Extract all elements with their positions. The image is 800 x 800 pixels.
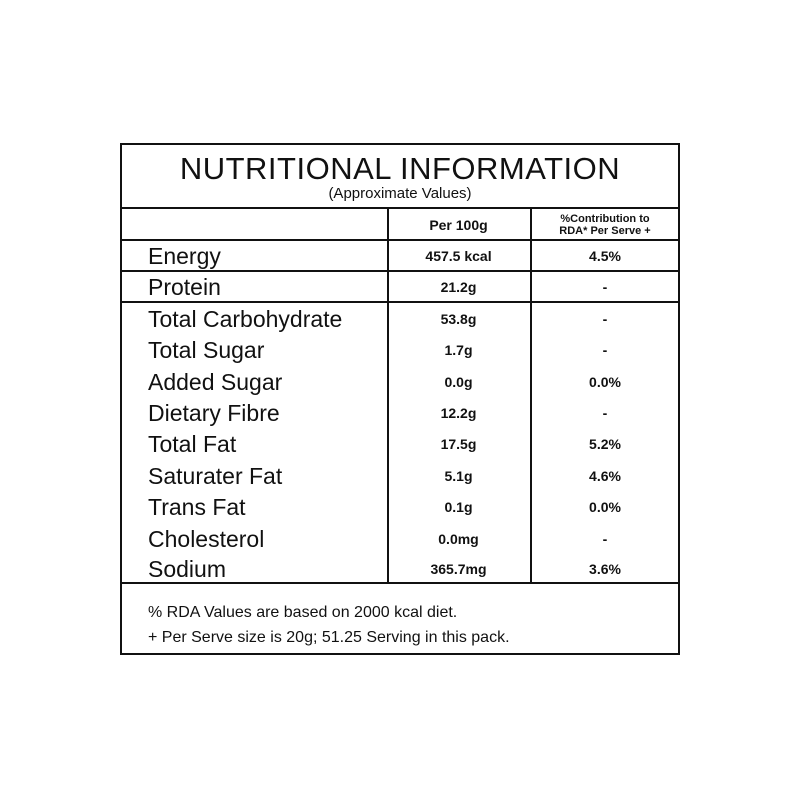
nutrient-rda: 4.5% bbox=[589, 248, 621, 264]
nutrient-name: Saturater Fat bbox=[148, 463, 283, 489]
nutrient-per-100g: 12.2g bbox=[440, 405, 477, 421]
nutrient-per-100g: 1.7g bbox=[444, 342, 473, 358]
nutrient-per-100g: 365.7mg bbox=[430, 561, 487, 577]
nutrient-rda: 4.6% bbox=[589, 468, 621, 484]
nutrient-name: Dietary Fibre bbox=[148, 400, 280, 426]
nutrient-rda: 3.6% bbox=[589, 561, 621, 577]
nutrition-table: NUTRITIONAL INFORMATION (Approximate Val… bbox=[120, 143, 680, 655]
table-row: Cholesterol 0.0mg - bbox=[122, 524, 678, 555]
nutrient-name: Added Sugar bbox=[148, 369, 283, 395]
nutrient-name: Total Fat bbox=[148, 431, 237, 457]
nutrient-rda: - bbox=[602, 311, 608, 327]
nutrient-name: Sodium bbox=[148, 556, 226, 582]
nutrient-rda: 0.0% bbox=[589, 499, 621, 515]
footnote-serving-size: + Per Serve size is 20g; 51.25 Serving i… bbox=[148, 629, 510, 646]
table-row: Dietary Fibre 12.2g - bbox=[122, 398, 678, 429]
header-row-divider bbox=[122, 239, 678, 241]
table-row: Saturater Fat 5.1g 4.6% bbox=[122, 461, 678, 492]
protein-row-divider bbox=[122, 301, 678, 303]
energy-row-divider bbox=[122, 270, 678, 272]
nutrient-rda: - bbox=[602, 279, 608, 295]
table-row: Added Sugar 0.0g 0.0% bbox=[122, 367, 678, 398]
table-row: Protein 21.2g - bbox=[122, 272, 678, 303]
nutrient-per-100g: 21.2g bbox=[440, 279, 477, 295]
nutrient-rda: 5.2% bbox=[589, 436, 621, 452]
table-row: Total Fat 17.5g 5.2% bbox=[122, 429, 678, 460]
table-row: Total Sugar 1.7g - bbox=[122, 335, 678, 366]
nutrient-per-100g: 0.0g bbox=[444, 374, 473, 390]
table-row: Total Carbohydrate 53.8g - bbox=[122, 304, 678, 335]
nutrient-rda: - bbox=[602, 531, 608, 547]
column-divider-2 bbox=[530, 207, 532, 583]
nutrient-rda: - bbox=[602, 405, 608, 421]
nutrient-rda: - bbox=[602, 342, 608, 358]
table-row: Sodium 365.7mg 3.6% bbox=[122, 554, 678, 585]
table-row: Trans Fat 0.1g 0.0% bbox=[122, 492, 678, 523]
footnote-rda-basis: % RDA Values are based on 2000 kcal diet… bbox=[148, 604, 458, 621]
column-header-rda-label: %Contribution to RDA* Per Serve + bbox=[559, 213, 651, 237]
nutrient-rda: 0.0% bbox=[589, 374, 621, 390]
nutrient-name: Cholesterol bbox=[148, 526, 265, 552]
nutrient-per-100g: 53.8g bbox=[440, 311, 477, 327]
table-title: NUTRITIONAL INFORMATION bbox=[179, 151, 621, 186]
nutrient-name: Total Sugar bbox=[148, 337, 265, 363]
nutrient-per-100g: 0.1g bbox=[444, 499, 473, 515]
footer-divider bbox=[122, 582, 678, 584]
nutrient-per-100g: 457.5 kcal bbox=[425, 248, 492, 264]
nutrient-name: Energy bbox=[148, 243, 221, 269]
nutrient-name: Trans Fat bbox=[148, 494, 246, 520]
nutrient-name: Total Carbohydrate bbox=[148, 306, 343, 332]
title-area: NUTRITIONAL INFORMATION (Approximate Val… bbox=[122, 145, 678, 209]
table-row: Energy 457.5 kcal 4.5% bbox=[122, 241, 678, 272]
nutrient-per-100g: 0.0mg bbox=[438, 531, 479, 547]
column-header-rda: %Contribution to RDA* Per Serve + bbox=[530, 211, 680, 239]
nutrient-name: Protein bbox=[148, 274, 221, 300]
column-header-per-100g: Per 100g bbox=[429, 217, 488, 233]
column-divider-1 bbox=[387, 207, 389, 583]
nutrient-per-100g: 17.5g bbox=[440, 436, 477, 452]
nutrient-per-100g: 5.1g bbox=[444, 468, 473, 484]
table-subtitle: (Approximate Values) bbox=[328, 185, 472, 202]
